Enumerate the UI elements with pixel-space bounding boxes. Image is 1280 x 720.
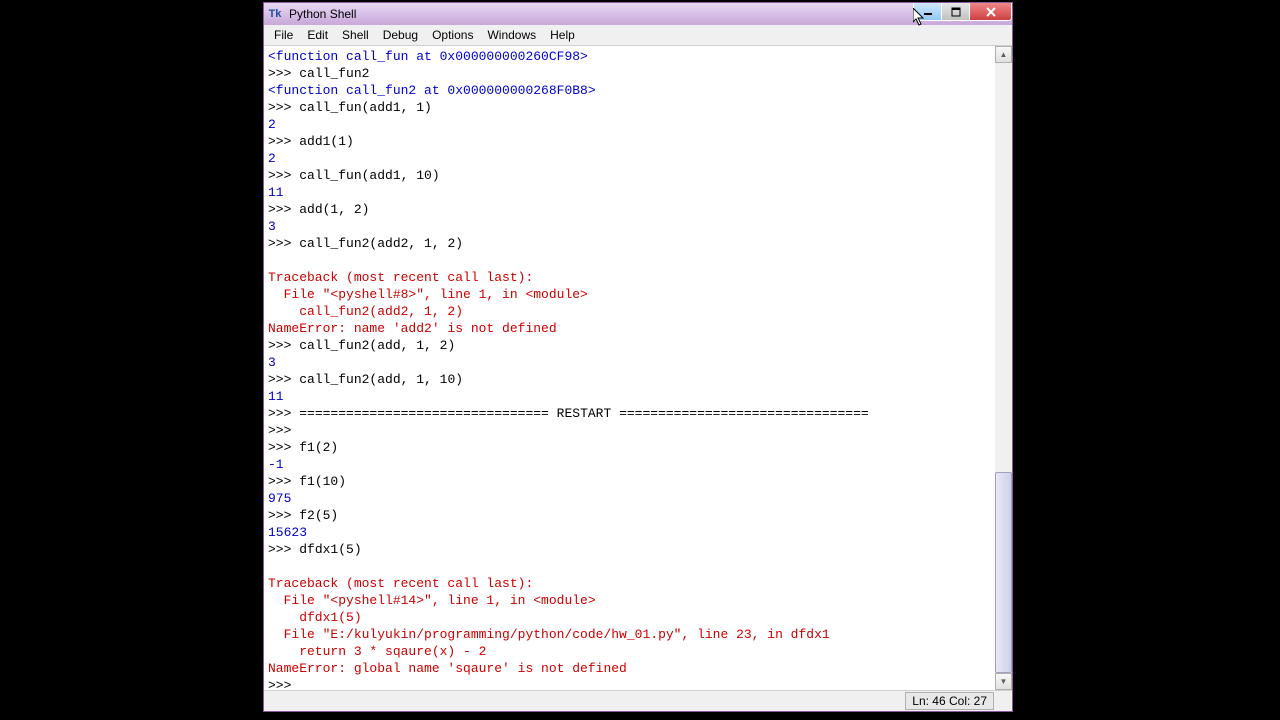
menu-edit[interactable]: Edit xyxy=(300,26,335,44)
menu-shell[interactable]: Shell xyxy=(335,26,376,44)
code-line: 2 xyxy=(268,150,1008,167)
code-line: File "<pyshell#8>", line 1, in <module> xyxy=(268,286,1008,303)
code-line: <function call_fun2 at 0x000000000268F0B… xyxy=(268,82,1008,99)
code-line: 3 xyxy=(268,218,1008,235)
menu-options[interactable]: Options xyxy=(425,26,480,44)
code-line: -1 xyxy=(268,456,1008,473)
code-line: File "<pyshell#14>", line 1, in <module> xyxy=(268,592,1008,609)
menu-debug[interactable]: Debug xyxy=(376,26,425,44)
code-line: 15623 xyxy=(268,524,1008,541)
window-title: Python Shell xyxy=(289,7,356,21)
menu-help[interactable]: Help xyxy=(543,26,582,44)
code-area[interactable]: <function call_fun at 0x000000000260CF98… xyxy=(264,46,1012,690)
python-shell-window: Tk Python Shell File Edit Shell Debug Op… xyxy=(263,2,1013,712)
code-line: 2 xyxy=(268,116,1008,133)
code-line: File "E:/kulyukin/programming/python/cod… xyxy=(268,626,1008,643)
code-line: 975 xyxy=(268,490,1008,507)
maximize-button[interactable] xyxy=(941,3,970,21)
code-line: 3 xyxy=(268,354,1008,371)
minimize-button[interactable] xyxy=(913,3,942,21)
scroll-track[interactable] xyxy=(995,63,1012,673)
close-icon xyxy=(986,7,996,17)
menu-file[interactable]: File xyxy=(267,26,300,44)
code-line: >>> xyxy=(268,422,1008,439)
code-line: >>> call_fun2(add, 1, 10) xyxy=(268,371,1008,388)
code-line: >>> call_fun(add1, 1) xyxy=(268,99,1008,116)
code-line: >>> xyxy=(268,677,1008,690)
code-line: >>> f1(10) xyxy=(268,473,1008,490)
code-line: >>> add(1, 2) xyxy=(268,201,1008,218)
scrollbar: ▲ ▼ xyxy=(995,46,1012,690)
maximize-icon xyxy=(951,7,961,17)
scroll-up-button[interactable]: ▲ xyxy=(995,46,1012,63)
code-line: call_fun2(add2, 1, 2) xyxy=(268,303,1008,320)
code-line: <function call_fun at 0x000000000260CF98… xyxy=(268,48,1008,65)
code-line: >>> f2(5) xyxy=(268,507,1008,524)
code-line: >>> add1(1) xyxy=(268,133,1008,150)
titlebar[interactable]: Tk Python Shell xyxy=(264,3,1012,25)
code-line: dfdx1(5) xyxy=(268,609,1008,626)
cursor-position: Ln: 46 Col: 27 xyxy=(905,692,994,710)
code-line: return 3 * sqaure(x) - 2 xyxy=(268,643,1008,660)
code-line: >>> dfdx1(5) xyxy=(268,541,1008,558)
code-line: NameError: global name 'sqaure' is not d… xyxy=(268,660,1008,677)
titlebar-buttons xyxy=(914,3,1012,21)
code-line: >>> f1(2) xyxy=(268,439,1008,456)
code-line: >>> call_fun2(add, 1, 2) xyxy=(268,337,1008,354)
code-line xyxy=(268,558,1008,575)
minimize-icon xyxy=(923,8,933,16)
code-line: >>> call_fun2(add2, 1, 2) xyxy=(268,235,1008,252)
menubar: File Edit Shell Debug Options Windows He… xyxy=(264,25,1012,46)
menu-windows[interactable]: Windows xyxy=(480,26,543,44)
scroll-down-button[interactable]: ▼ xyxy=(995,673,1012,690)
editor-content: <function call_fun at 0x000000000260CF98… xyxy=(264,46,1012,690)
statusbar: Ln: 46 Col: 27 xyxy=(264,690,1012,710)
code-line: NameError: name 'add2' is not defined xyxy=(268,320,1008,337)
code-line: >>> ================================ RES… xyxy=(268,405,1008,422)
code-line: 11 xyxy=(268,184,1008,201)
code-line: >>> call_fun(add1, 10) xyxy=(268,167,1008,184)
scroll-thumb[interactable] xyxy=(995,472,1012,673)
app-icon: Tk xyxy=(267,6,283,22)
app-icon-label: Tk xyxy=(269,8,282,20)
code-line: 11 xyxy=(268,388,1008,405)
code-line: Traceback (most recent call last): xyxy=(268,269,1008,286)
code-line: >>> call_fun2 xyxy=(268,65,1008,82)
code-line: Traceback (most recent call last): xyxy=(268,575,1008,592)
close-button[interactable] xyxy=(969,3,1012,21)
code-line xyxy=(268,252,1008,269)
